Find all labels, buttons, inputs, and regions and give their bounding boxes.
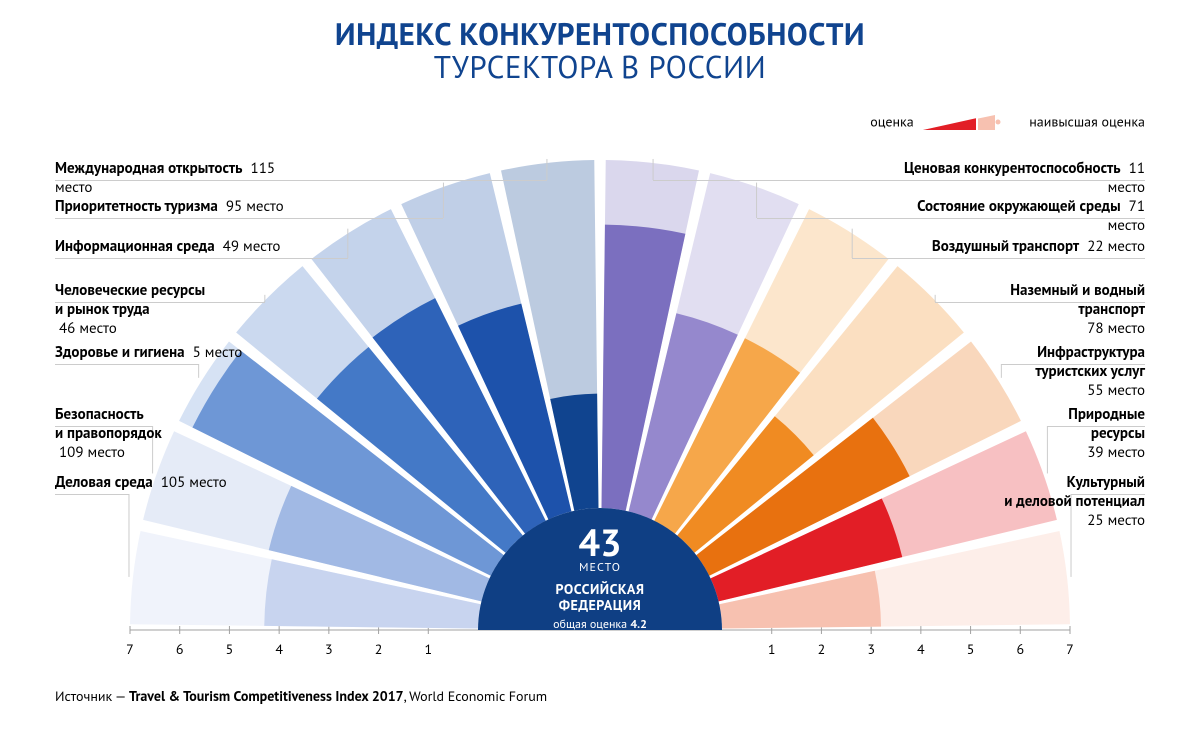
axis-tick: 4 bbox=[269, 640, 289, 658]
segment-label: Инфраструктуратуристских услуг55 место bbox=[885, 344, 1145, 400]
legend: оценка наивысшая оценка bbox=[870, 112, 1145, 134]
axis-tick: 2 bbox=[811, 640, 831, 658]
center-overall-score: общая оценка 4.2 bbox=[470, 617, 730, 632]
axis-tick: 1 bbox=[418, 640, 438, 658]
axis-tick: 2 bbox=[369, 640, 389, 658]
label-rule bbox=[852, 258, 1145, 259]
axis-tick: 7 bbox=[1060, 640, 1080, 658]
legend-score-label: оценка bbox=[870, 113, 913, 131]
segment-label: Приоритетность туризма 95 место bbox=[55, 198, 315, 217]
source-label: Источник — bbox=[55, 687, 125, 705]
axis-tick: 1 bbox=[762, 640, 782, 658]
source-suffix: , World Economic Forum bbox=[404, 687, 548, 705]
segment-label: Состояние окружающей среды 71 место bbox=[885, 198, 1145, 236]
center-country: РОССИЙСКАЯ ФЕДЕРАЦИЯ bbox=[470, 581, 730, 613]
axis-tick: 6 bbox=[1010, 640, 1030, 658]
center-rank-word: МЕСТО bbox=[470, 560, 730, 575]
axis-tick: 3 bbox=[861, 640, 881, 658]
segment-label: Международная открытость 115 место bbox=[55, 160, 315, 198]
label-rule bbox=[55, 364, 199, 365]
segment-label: Природныересурсы39 место bbox=[885, 406, 1145, 462]
center-badge: 43 МЕСТО РОССИЙСКАЯ ФЕДЕРАЦИЯ общая оцен… bbox=[470, 524, 730, 632]
segment-label: Человеческие ресурсыи рынок труда46 мест… bbox=[55, 282, 315, 338]
chart-title: ИНДЕКС КОНКУРЕНТОСПОСОБНОСТИ ТУРСЕКТОРА … bbox=[0, 18, 1200, 83]
segment-label: Здоровье и гигиена 5 место bbox=[55, 344, 315, 363]
axis-tick: 7 bbox=[120, 640, 140, 658]
legend-swatch-icon bbox=[917, 112, 1025, 134]
source-citation: Источник — Travel & Tourism Competitiven… bbox=[55, 687, 547, 705]
segment-label: Информационная среда 49 место bbox=[55, 238, 315, 257]
segment-label: Деловая среда 105 место bbox=[55, 474, 315, 493]
segment-label: Культурныйи деловой потенциал25 место bbox=[885, 474, 1145, 530]
axis-tick: 5 bbox=[219, 640, 239, 658]
label-rule bbox=[55, 494, 129, 495]
segment-label: Безопасностьи правопорядок109 место bbox=[55, 406, 315, 462]
source-name: Travel & Tourism Competitiveness Index 2… bbox=[129, 687, 404, 705]
center-rank-number: 43 bbox=[470, 524, 730, 562]
axis-tick: 4 bbox=[911, 640, 931, 658]
axis-tick: 5 bbox=[961, 640, 981, 658]
label-rule bbox=[55, 218, 443, 219]
segment-label: Наземный и водныйтранспорт78 место bbox=[885, 282, 1145, 338]
axis-tick: 6 bbox=[170, 640, 190, 658]
legend-max-label: наивысшая оценка bbox=[1029, 113, 1145, 131]
segment-label: Воздушный транспорт 22 место bbox=[885, 238, 1145, 257]
title-line-2: ТУРСЕКТОРА В РОССИИ bbox=[0, 51, 1200, 84]
label-rule bbox=[55, 258, 348, 259]
segment-label: Ценовая конкурентоспособность 11 место bbox=[885, 160, 1145, 198]
axis-tick: 3 bbox=[319, 640, 339, 658]
